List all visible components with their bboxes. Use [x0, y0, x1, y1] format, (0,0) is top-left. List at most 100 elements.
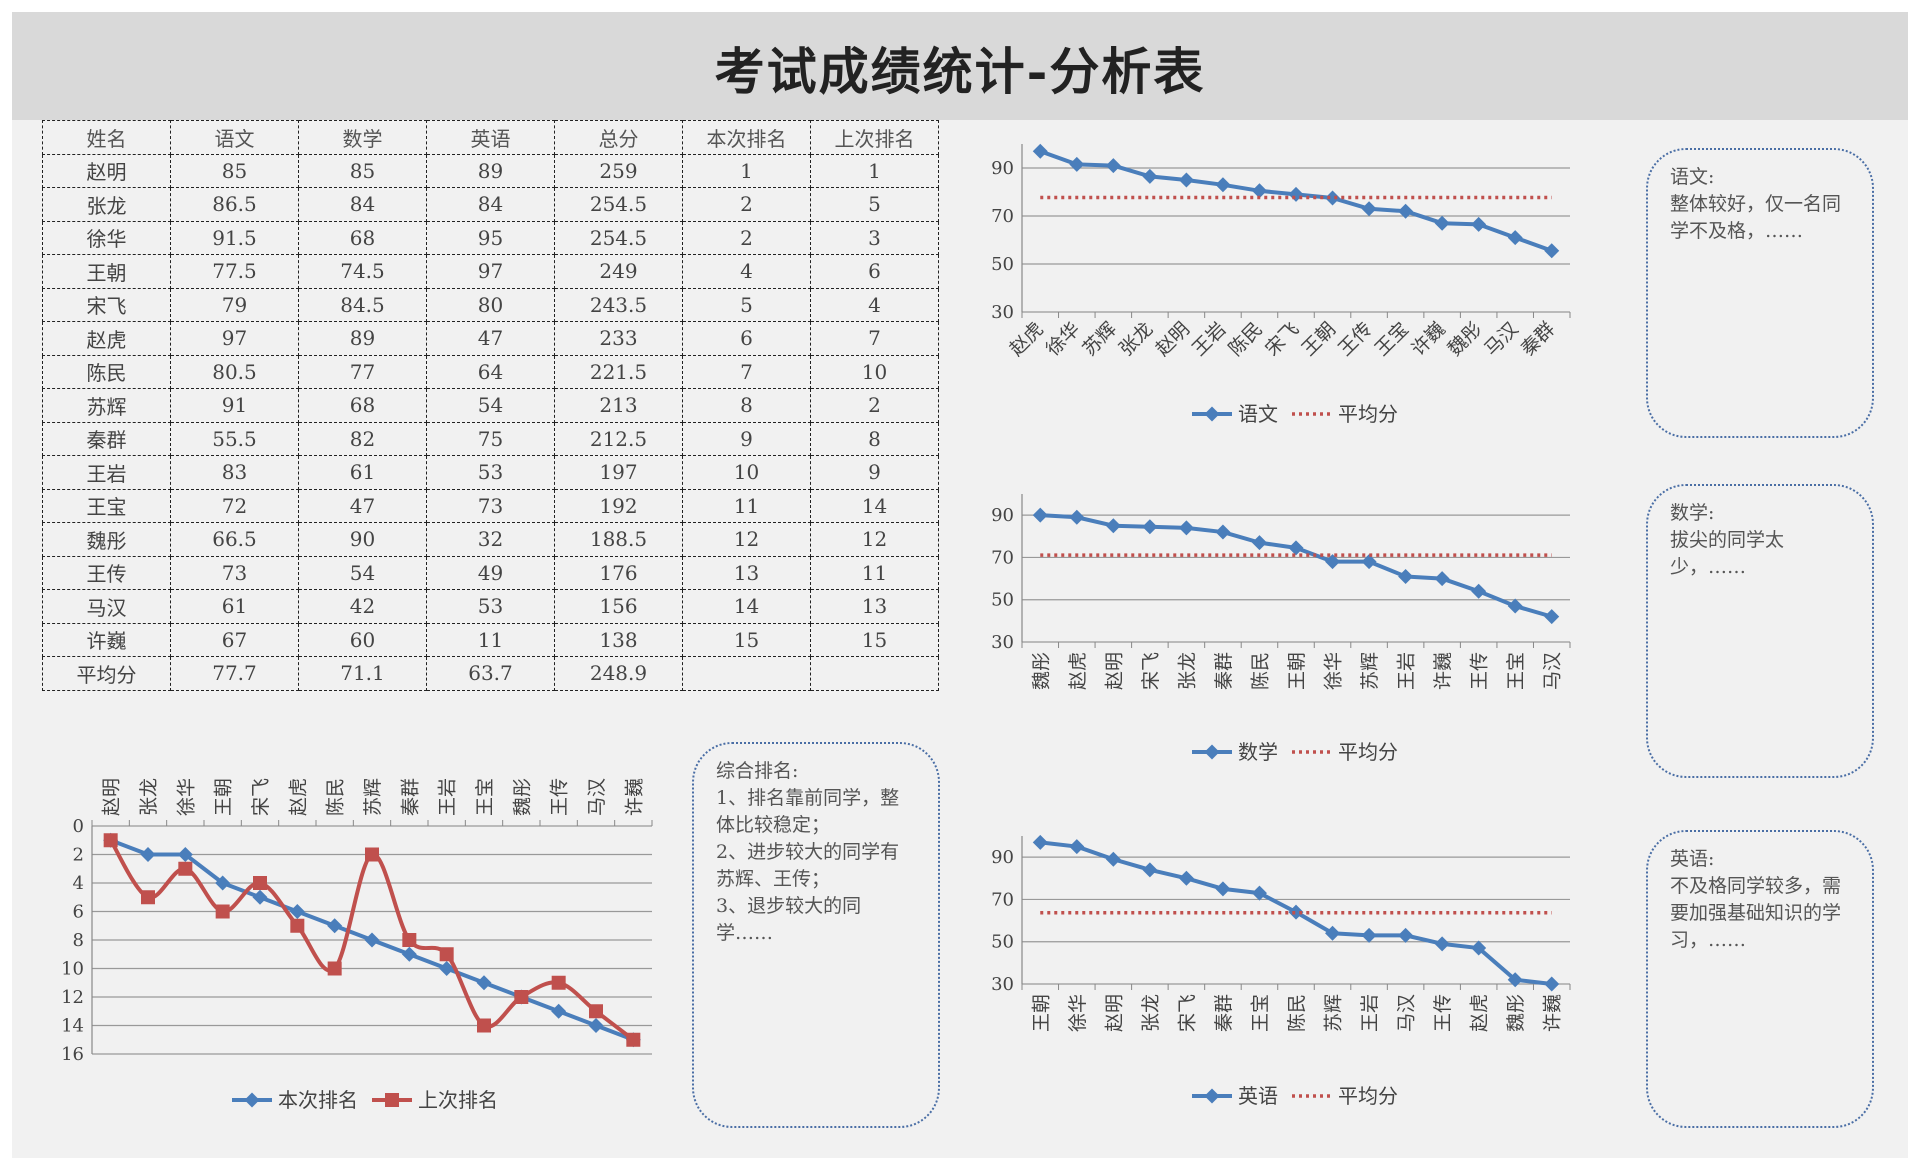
data-point: [1361, 554, 1377, 570]
table-cell: 6: [810, 254, 939, 289]
chinese-note: 语文: 整体较好，仅一名同学不及格，……: [1646, 148, 1874, 438]
data-point: [1069, 156, 1085, 172]
table-cell: 176: [554, 555, 683, 590]
table-row: 王岩 83 61 53 197 10 9: [42, 455, 939, 490]
series-line: [1040, 513, 1553, 619]
x-tick-label: 宋飞: [1176, 994, 1198, 1032]
table-cell: 91.5: [170, 220, 299, 255]
worksheet: 考试成绩统计-分析表 姓名 语文 数学 英语 总分 本次排名 上次排名 赵明 85 85 89 25…: [12, 12, 1908, 1158]
y-tick-label: 70: [991, 206, 1014, 227]
data-point: [140, 847, 156, 862]
table-cell: 3: [810, 220, 939, 255]
table-row: 秦群 55.5 82 75 212.5 9 8: [42, 421, 939, 456]
y-tick-label: 10: [61, 959, 84, 980]
table-cell: 54: [298, 555, 427, 590]
table-cell: 11: [426, 622, 555, 657]
data-point: [327, 961, 342, 976]
legend-label: 平均分: [1338, 1084, 1398, 1108]
table-row: 陈民 80.5 77 64 221.5 7 10: [42, 354, 939, 389]
table-cell: 13: [810, 589, 939, 624]
table-cell: 15: [810, 622, 939, 657]
data-point: [1105, 851, 1121, 867]
y-tick-label: 0: [73, 816, 84, 837]
score-table: 姓名 语文 数学 英语 总分 本次排名 上次排名 赵明 85 85 89 259 1 1 张龙 86.5 84…: [42, 120, 939, 691]
table-row: 魏彤 66.5 90 32 188.5 12 12: [42, 522, 939, 557]
table-cell: 91: [170, 388, 299, 423]
x-tick-label: 徐华: [1323, 652, 1345, 690]
table-cell: 12: [682, 522, 811, 557]
data-point: [1398, 927, 1414, 943]
data-point: [103, 833, 118, 848]
table-cell: 89: [298, 321, 427, 356]
data-point: [215, 875, 231, 891]
y-tick-label: 90: [991, 847, 1014, 868]
table-cell: 75: [426, 421, 555, 456]
average-row: 平均分 77.7 71.1 63.7 248.9: [42, 656, 939, 691]
x-tick-label: 赵明: [1103, 652, 1125, 690]
table-cell: 84.5: [298, 287, 427, 322]
legend-marker: [1204, 744, 1220, 760]
table-cell: 61: [170, 589, 299, 624]
x-tick-label: 魏彤: [1505, 994, 1527, 1032]
table-cell: 64: [426, 354, 555, 389]
math-note: 数学: 拔尖的同学太少，……: [1646, 484, 1874, 778]
table-cell: 248.9: [554, 656, 683, 691]
table-cell: 王宝: [42, 488, 171, 523]
table-cell: 魏彤: [42, 522, 171, 557]
table-cell: 14: [810, 488, 939, 523]
data-point: [1032, 143, 1048, 159]
table-cell: 259: [554, 153, 683, 188]
table-cell: 243.5: [554, 287, 683, 322]
y-tick-label: 90: [991, 505, 1014, 526]
table-cell: 156: [554, 589, 683, 624]
data-point: [1215, 177, 1231, 193]
y-tick-label: 90: [991, 158, 1014, 179]
table-cell: 53: [426, 589, 555, 624]
legend-marker: [1204, 1088, 1220, 1104]
x-tick-label: 马汉: [1396, 994, 1418, 1032]
x-tick-label: 赵明: [1103, 994, 1125, 1032]
table-cell: 9: [682, 421, 811, 456]
x-tick-label: 苏辉: [1078, 318, 1120, 360]
english-score-chart: 30 50 70 90 王朝 徐华 赵明 张龙 宋飞 秦群 王宝 陈民 苏辉 王岩 马汉 王传 赵虎 魏彤 许巍英语…: [991, 834, 1571, 1108]
y-tick-label: 6: [73, 902, 84, 923]
x-tick-label: 张龙: [138, 778, 160, 816]
x-tick-label: 王宝: [1505, 652, 1527, 690]
table-row: 赵虎 97 89 47 233 6 7: [42, 321, 939, 356]
x-tick-label: 秦群: [1213, 994, 1235, 1032]
table-cell: 王朝: [42, 254, 171, 289]
data-point: [551, 1003, 567, 1019]
x-tick-label: 宋飞: [250, 778, 272, 816]
table-cell: 74.5: [298, 254, 427, 289]
table-cell: 15: [682, 622, 811, 657]
table-cell: 83: [170, 455, 299, 490]
data-point: [364, 932, 380, 948]
x-tick-label: 赵虎: [1005, 318, 1047, 360]
x-tick-label: 张龙: [1176, 652, 1198, 690]
data-point: [252, 889, 268, 905]
table-cell: 宋飞: [42, 287, 171, 322]
x-tick-label: 徐华: [175, 778, 197, 816]
table-cell: 60: [298, 622, 427, 657]
data-point: [141, 890, 155, 905]
table-cell: 97: [170, 321, 299, 356]
table-cell: 2: [682, 187, 811, 222]
table-cell: 213: [554, 388, 683, 423]
data-point: [1251, 183, 1267, 199]
table-cell: 5: [682, 287, 811, 322]
data-point: [1069, 509, 1085, 525]
legend-marker: [385, 1093, 399, 1107]
x-tick-label: 许巍: [623, 778, 645, 816]
table-cell: [682, 656, 811, 691]
x-tick-label: 魏彤: [511, 778, 533, 816]
x-tick-label: 王朝: [213, 778, 235, 816]
data-point: [1325, 190, 1341, 206]
table-cell: 85: [170, 153, 299, 188]
table-row: 王传 73 54 49 176 13 11: [42, 555, 939, 590]
table-cell: 254.5: [554, 187, 683, 222]
x-tick-label: 许巍: [1432, 652, 1454, 690]
table-cell: 86.5: [170, 187, 299, 222]
data-point: [1178, 520, 1194, 536]
data-point: [588, 1018, 604, 1033]
y-tick-label: 50: [991, 254, 1014, 275]
